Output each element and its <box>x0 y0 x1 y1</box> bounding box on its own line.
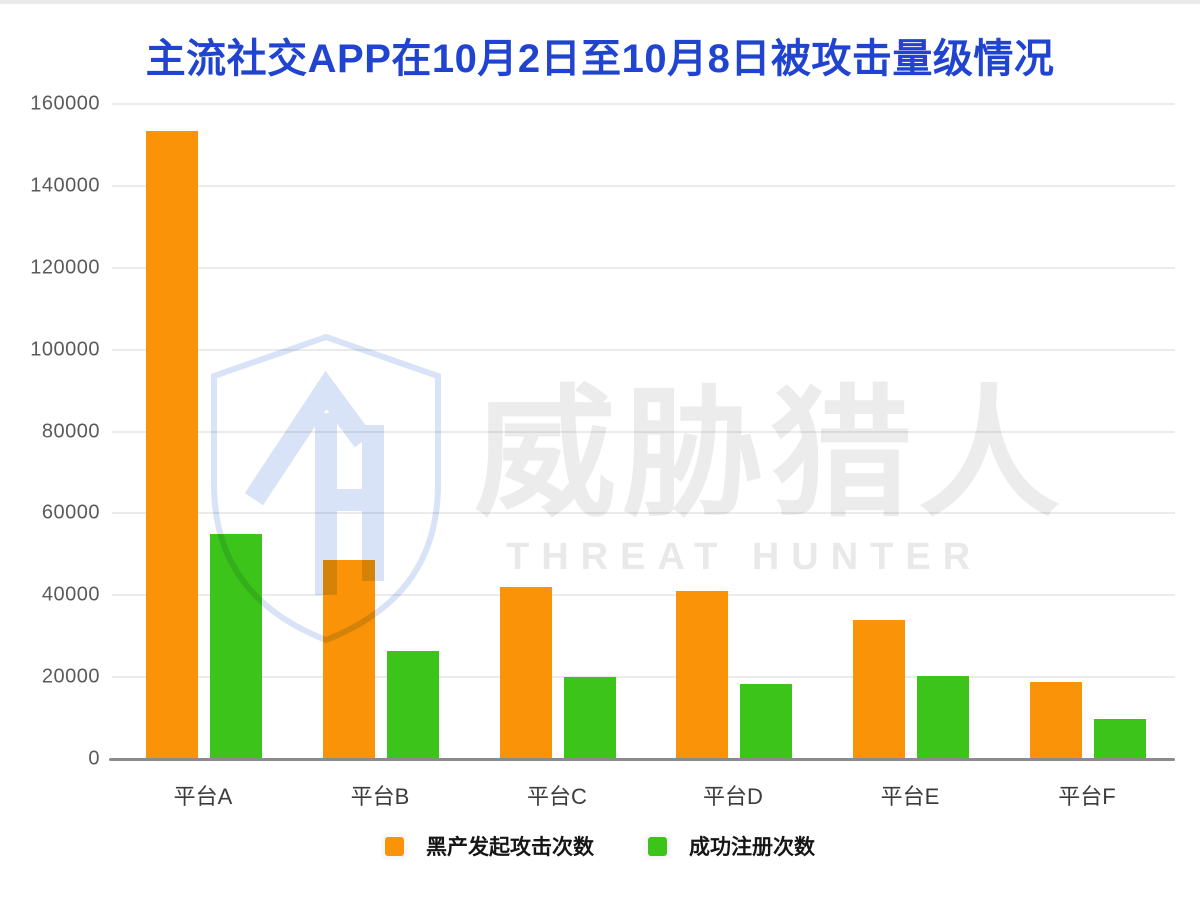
plot-area <box>109 103 1175 761</box>
chart-title: 主流社交APP在10月2日至10月8日被攻击量级情况 <box>145 37 1055 81</box>
y-tick-label-0: 0 <box>88 747 100 770</box>
legend-label-registrations: 成功注册次数 <box>689 836 815 859</box>
bar-attacks-平台F <box>1030 682 1082 759</box>
x-tick-label-平台D: 平台D <box>703 784 763 809</box>
gridline-20000 <box>112 676 1175 679</box>
x-tick-label-平台B: 平台B <box>350 784 410 809</box>
x-tick-label-平台C: 平台C <box>527 784 587 809</box>
y-tick-label-100000: 100000 <box>30 338 100 361</box>
bar-attacks-平台A <box>146 131 198 759</box>
y-tick-label-120000: 120000 <box>30 256 100 279</box>
bar-registrations-平台A <box>210 534 262 759</box>
bar-registrations-平台C <box>564 677 616 759</box>
x-tick-label-平台A: 平台A <box>173 784 233 809</box>
gridline-60000 <box>112 512 1175 515</box>
gridline-40000 <box>112 594 1175 597</box>
bar-attacks-平台D <box>676 591 728 759</box>
bar-attacks-平台E <box>853 620 905 759</box>
y-tick-label-60000: 60000 <box>41 501 100 524</box>
y-tick-label-20000: 20000 <box>41 665 100 688</box>
bar-registrations-平台F <box>1094 719 1146 759</box>
top-edge-strip <box>0 0 1200 4</box>
bar-registrations-平台E <box>917 676 969 759</box>
x-tick-label-平台F: 平台F <box>1058 784 1116 809</box>
legend-swatch-attacks <box>385 836 404 856</box>
gridline-140000 <box>112 184 1175 187</box>
bar-registrations-平台D <box>740 684 792 759</box>
bar-attacks-平台B <box>323 560 375 759</box>
y-tick-label-40000: 40000 <box>41 583 100 606</box>
gridline-80000 <box>112 430 1175 433</box>
gridline-120000 <box>112 266 1175 269</box>
legend-item-registrations: 成功注册次数 <box>648 831 815 861</box>
gridline-100000 <box>112 348 1175 351</box>
legend-swatch-registrations <box>648 836 667 856</box>
legend: 黑产发起攻击次数 成功注册次数 <box>0 831 1200 861</box>
bar-attacks-平台C <box>500 587 552 759</box>
x-axis-line <box>109 758 1175 761</box>
y-axis-labels: 0 20000 40000 60000 80000 100000 120000 140000 1… <box>0 93 100 770</box>
legend-label-attacks: 黑产发起攻击次数 <box>426 836 594 859</box>
y-tick-label-80000: 80000 <box>41 420 100 442</box>
x-tick-label-平台E: 平台E <box>880 784 940 809</box>
bar-registrations-平台B <box>387 651 439 759</box>
y-tick-label-140000: 140000 <box>30 174 100 197</box>
gridline-160000 <box>112 103 1175 105</box>
y-tick-label-160000: 160000 <box>30 92 100 115</box>
legend-item-attacks: 黑产发起攻击次数 <box>385 831 594 861</box>
